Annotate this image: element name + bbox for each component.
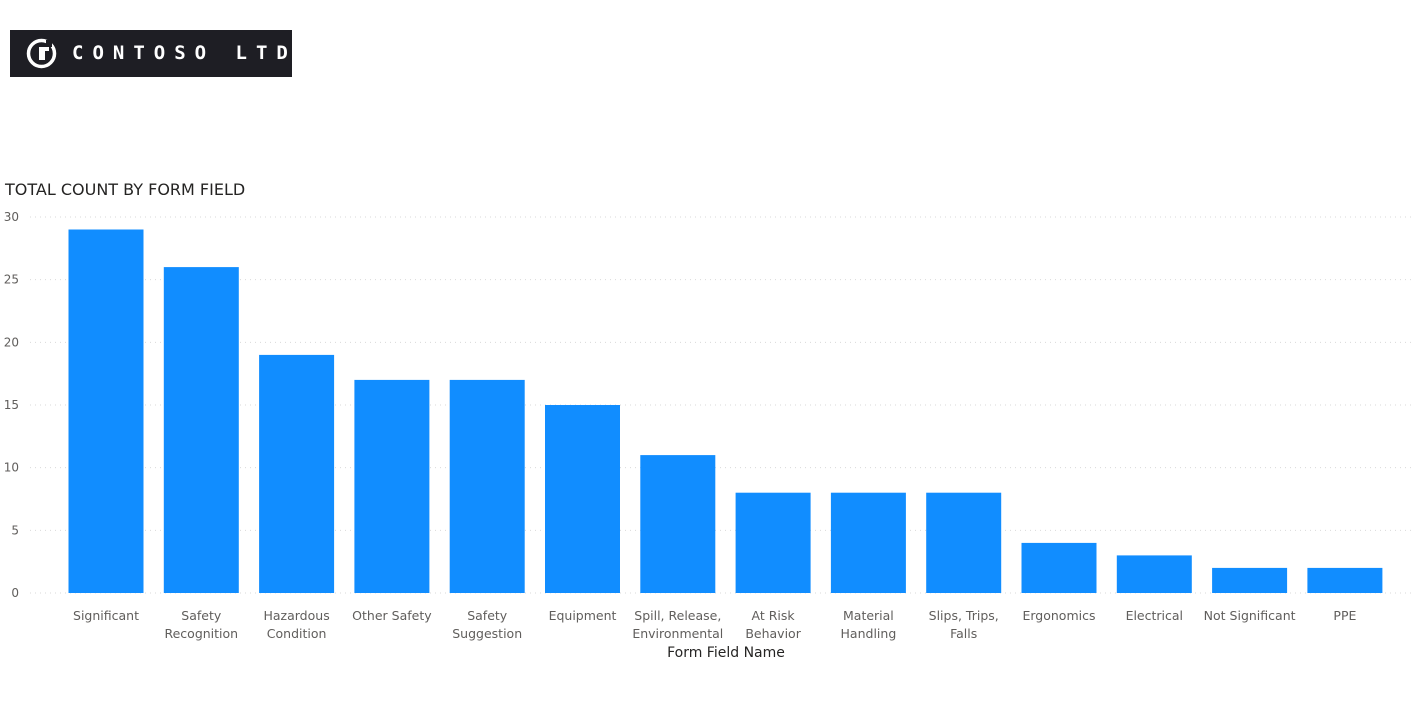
x-tick-label: Ergonomics (1022, 608, 1095, 623)
x-tick-label: PPE (1333, 608, 1356, 623)
company-logo: CONTOSO LTD (10, 30, 292, 77)
x-tick-label: Safety Suggestion (452, 608, 522, 641)
y-tick-label: 15 (4, 398, 19, 412)
bar[interactable] (640, 455, 716, 593)
bar[interactable] (926, 492, 1002, 593)
x-tick-label: Equipment (549, 608, 617, 623)
x-tick-label: Safety Recognition (164, 608, 238, 641)
bar[interactable] (830, 492, 906, 593)
x-tick-label: Spill, Release, Environmental (632, 608, 723, 641)
y-tick-label: 20 (4, 335, 19, 349)
bar[interactable] (735, 492, 811, 593)
bar[interactable] (1116, 555, 1192, 593)
y-tick-label: 5 (11, 523, 19, 537)
x-axis-title: Form Field Name (667, 645, 785, 661)
x-tick-label: Hazardous Condition (263, 608, 329, 641)
bar[interactable] (545, 405, 620, 593)
contoso-logo-icon (26, 38, 57, 69)
x-tick-label: At Risk Behavior (745, 608, 801, 641)
bars (68, 229, 1383, 594)
bar[interactable] (259, 354, 335, 593)
bar[interactable] (1307, 567, 1383, 593)
y-tick-label: 0 (11, 586, 19, 600)
y-axis-ticks: 0 5 10 15 20 25 30 (4, 210, 19, 600)
bar[interactable] (449, 379, 525, 593)
x-tick-label: Other Safety (352, 608, 432, 623)
x-axis-labels: Significant Safety Recognition Hazardous Con… (73, 608, 1356, 641)
bar[interactable] (354, 379, 430, 593)
logo-text: CONTOSO LTD (72, 42, 297, 64)
y-tick-label: 30 (4, 210, 19, 224)
bar[interactable] (68, 229, 144, 594)
chart-title: TOTAL COUNT BY FORM FIELD (5, 180, 246, 199)
x-tick-label: Material Handling (841, 608, 897, 641)
y-tick-label: 25 (4, 273, 19, 287)
y-tick-label: 10 (4, 461, 19, 475)
bar[interactable] (163, 267, 239, 593)
bar[interactable] (1212, 567, 1288, 593)
bar[interactable] (1021, 542, 1097, 593)
x-tick-label: Electrical (1126, 608, 1183, 623)
x-tick-label: Slips, Trips, Falls (929, 608, 999, 641)
x-tick-label: Significant (73, 608, 139, 623)
x-tick-label: Not Significant (1204, 608, 1296, 623)
